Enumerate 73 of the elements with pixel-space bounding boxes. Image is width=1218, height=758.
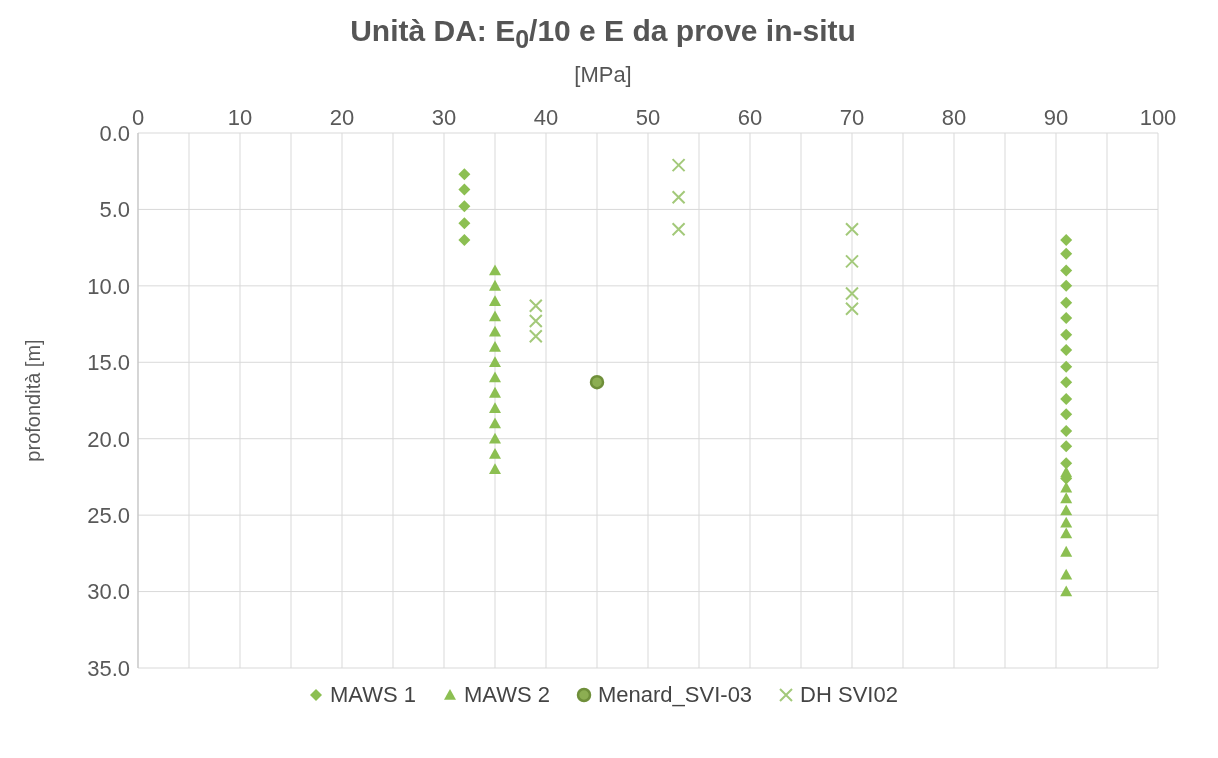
point	[458, 200, 471, 213]
point	[458, 183, 471, 196]
y-tick-label: 5.0	[99, 197, 130, 223]
point	[489, 463, 501, 475]
point	[489, 371, 501, 383]
point	[671, 158, 686, 173]
x-tick-label: 50	[635, 105, 661, 130]
point	[1060, 360, 1073, 373]
point	[1060, 264, 1073, 277]
point	[845, 254, 859, 269]
x-tick-label: 0	[131, 105, 145, 130]
point	[489, 432, 501, 444]
point	[1060, 408, 1073, 421]
y-tick-label: 0.0	[99, 120, 130, 146]
point	[489, 325, 501, 337]
point	[489, 417, 501, 429]
y-tick-label: 20.0	[87, 426, 130, 452]
point	[1060, 492, 1073, 504]
point	[489, 448, 501, 459]
point	[1060, 440, 1073, 453]
point	[1060, 392, 1073, 405]
point	[489, 402, 501, 413]
x-tick-label: 40	[533, 105, 559, 130]
point	[458, 234, 471, 246]
point	[1060, 504, 1073, 516]
x-tick-label: 10	[227, 105, 253, 130]
point	[1060, 516, 1073, 528]
point	[1060, 568, 1073, 580]
point	[1060, 279, 1073, 292]
point	[1060, 234, 1073, 246]
x-axis-title: [MPa]	[573, 62, 633, 88]
point	[458, 168, 471, 181]
x-tick-label: 60	[737, 105, 763, 130]
x-tick-label: 20	[329, 105, 355, 130]
y-tick-label: 35.0	[87, 655, 130, 681]
point	[1060, 328, 1073, 341]
point	[1060, 585, 1073, 597]
point	[489, 295, 501, 306]
x-tick-label: 30	[431, 105, 457, 130]
point	[1060, 296, 1073, 309]
point	[489, 386, 501, 398]
y-tick-label: 25.0	[87, 502, 130, 528]
point	[458, 217, 471, 230]
y-tick-label: 10.0	[87, 273, 130, 299]
point	[589, 374, 605, 390]
point	[1060, 425, 1073, 438]
point	[1060, 527, 1073, 539]
legend-label: DH SVI02	[800, 682, 898, 708]
y-axis-title: profondità [m]	[22, 339, 45, 462]
x-tick-label: 90	[1043, 105, 1069, 130]
point	[489, 356, 501, 368]
legend-label: MAWS 2	[464, 682, 551, 708]
y-tick-label: 30.0	[87, 579, 130, 605]
point	[489, 341, 501, 352]
y-tick-label: 15.0	[87, 350, 130, 376]
point	[671, 222, 686, 237]
point	[1060, 545, 1073, 557]
legend-label: Menard_SVI-03	[598, 682, 753, 708]
point	[489, 310, 501, 322]
chart-title: Unità DA: E$_{0}$/10 e E da prove in-situ	[349, 14, 857, 54]
point	[489, 279, 501, 291]
x-tick-label: 70	[839, 105, 865, 130]
x-tick-label: 100	[1139, 105, 1177, 130]
point	[845, 222, 859, 237]
point	[1060, 247, 1073, 260]
point	[1060, 457, 1073, 470]
point	[1060, 376, 1073, 389]
point	[489, 264, 501, 276]
point	[1060, 344, 1073, 357]
point	[1060, 311, 1073, 324]
point	[671, 190, 686, 205]
legend-label: MAWS 1	[330, 682, 417, 708]
x-tick-label: 80	[941, 105, 967, 130]
